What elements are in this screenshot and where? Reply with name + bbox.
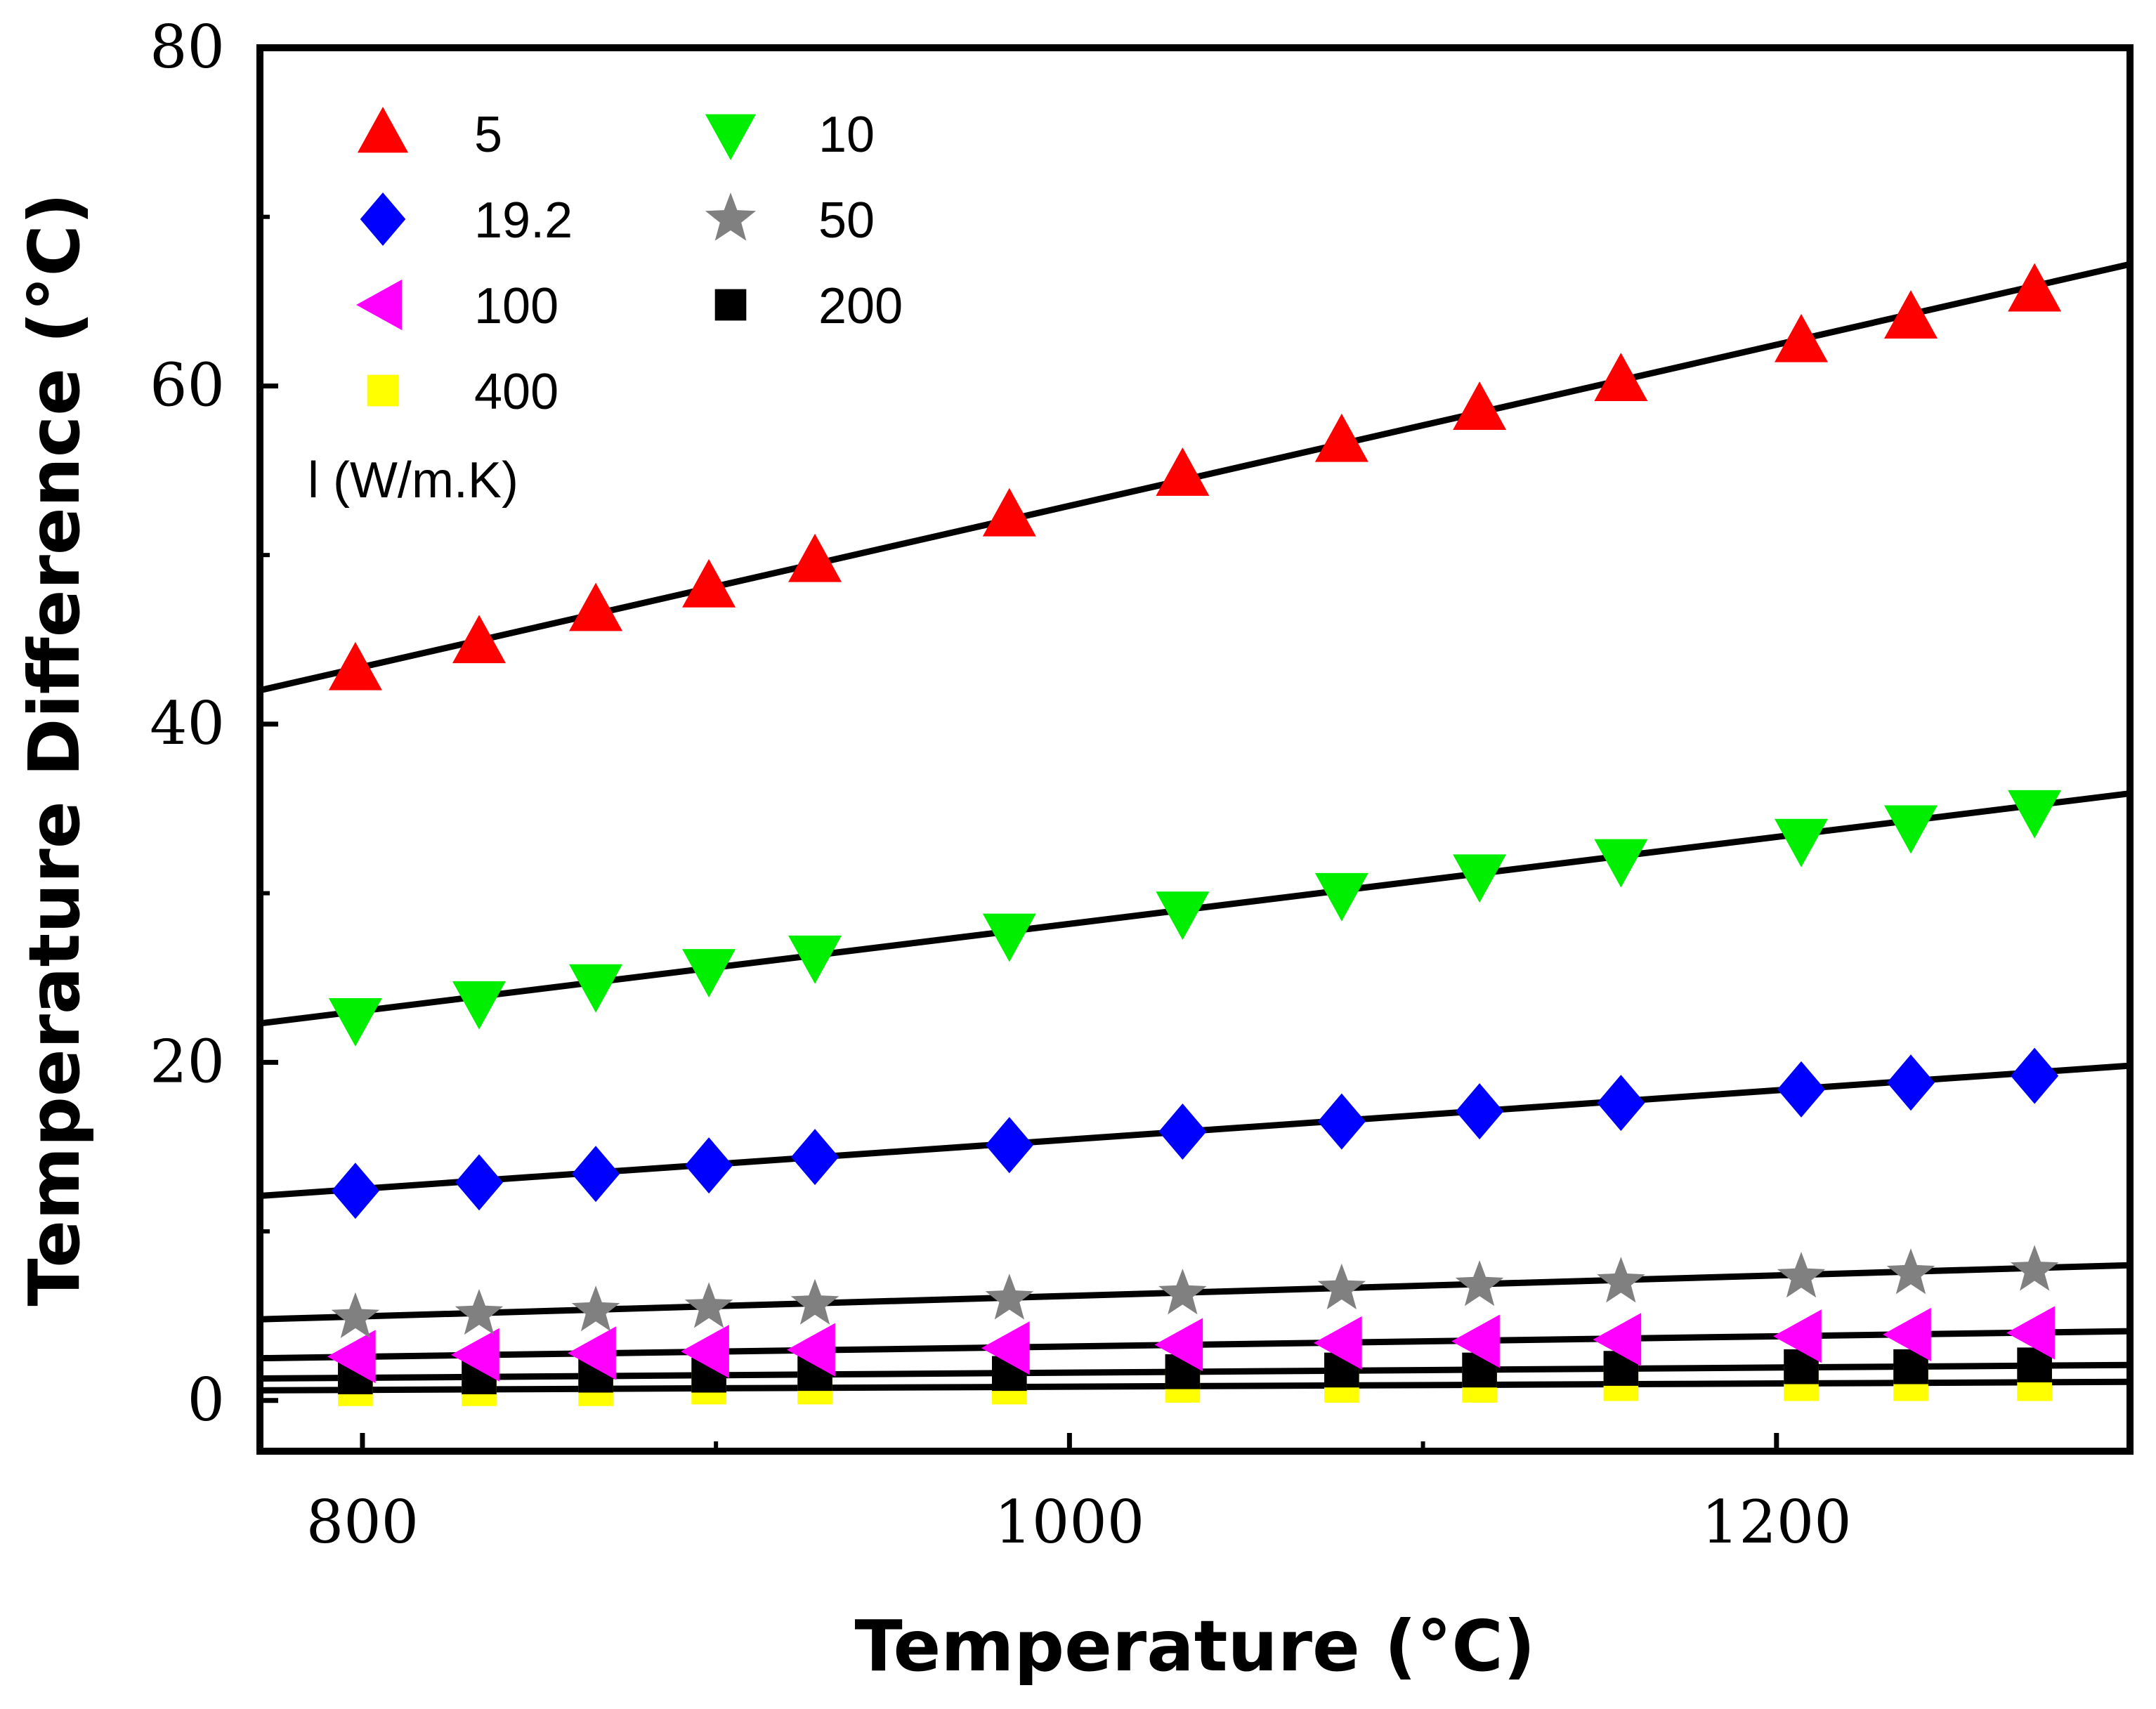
- data-point: [1156, 891, 1210, 941]
- data-point: [572, 1146, 620, 1203]
- data-point: [455, 1289, 504, 1335]
- data-point: [1773, 1309, 1822, 1363]
- data-point: [568, 1326, 616, 1380]
- data-point: [981, 1321, 1030, 1375]
- data-point: [1158, 1269, 1207, 1315]
- data-point: [1594, 353, 1648, 402]
- data-point: [1455, 1260, 1504, 1307]
- data-point: [682, 558, 736, 608]
- data-point: [1777, 1061, 1826, 1118]
- data-point: [985, 1117, 1033, 1174]
- y-axis-title: Temperature Difference (°C): [13, 192, 96, 1306]
- legend-marker: [367, 374, 399, 407]
- legend-label: 19.2: [474, 192, 573, 249]
- data-point: [452, 981, 506, 1030]
- x-tick-label: 1000: [994, 1488, 1144, 1557]
- fit-lines: [259, 261, 2131, 1394]
- data-point: [1313, 1316, 1362, 1370]
- legend-marker: [360, 192, 406, 246]
- legend-marker: [714, 289, 747, 321]
- data-point: [1775, 313, 1829, 362]
- legend-marker: [705, 114, 757, 160]
- data-point: [1597, 1257, 1645, 1303]
- data-point: [2008, 263, 2062, 312]
- data-point: [2011, 1047, 2059, 1104]
- data-point: [787, 1323, 835, 1377]
- data-point: [1597, 1075, 1645, 1132]
- data-point: [1156, 447, 1210, 496]
- data-point: [985, 1273, 1034, 1320]
- legend-label: 5: [474, 107, 502, 163]
- data-point: [1154, 1318, 1203, 1372]
- legend-label: 200: [818, 278, 903, 334]
- data-point: [455, 1154, 503, 1211]
- data-point: [2006, 1306, 2055, 1360]
- data-point: [1158, 1104, 1207, 1160]
- data-point: [571, 1285, 620, 1332]
- data-point: [1317, 1263, 1366, 1309]
- data-point: [1884, 805, 1938, 854]
- data-point: [1593, 1313, 1642, 1367]
- data-point: [1883, 1307, 1931, 1361]
- data-point: [1314, 413, 1368, 462]
- y-tick-label: 60: [150, 351, 225, 419]
- data-point: [790, 1278, 839, 1325]
- legend-label: 10: [818, 107, 875, 163]
- data-point: [1456, 1083, 1504, 1140]
- data-point: [1317, 1093, 1366, 1150]
- legend-title: l (W/m.K): [308, 452, 518, 509]
- data-point: [1775, 818, 1829, 867]
- plot-frame: [256, 44, 2134, 1455]
- data-point: [1893, 1349, 1928, 1384]
- legend-marker: [357, 107, 409, 153]
- data-point: [327, 1330, 376, 1384]
- legend: 5 10 19.2 50 100 200 400 l (W/m.K): [308, 107, 903, 509]
- x-axis-title: Temperature (°C): [855, 1605, 1536, 1687]
- x-tick-label: 800: [306, 1488, 419, 1557]
- legend-label: 50: [818, 192, 875, 249]
- data-point: [1777, 1252, 1826, 1298]
- y-tick-label: 80: [150, 13, 225, 81]
- data-point: [2008, 790, 2062, 839]
- legend-marker: [705, 192, 757, 241]
- data-point: [328, 997, 382, 1047]
- data-point: [328, 641, 382, 690]
- legend-label: 400: [474, 364, 558, 420]
- data-point: [1784, 1349, 1819, 1384]
- data-point: [681, 1324, 729, 1378]
- data-point: [684, 1282, 733, 1328]
- data-point: [982, 913, 1036, 962]
- legend-marker: [356, 279, 403, 331]
- data-point: [1453, 381, 1507, 430]
- data-point: [2010, 1245, 2059, 1291]
- x-tick-label: 1200: [1701, 1488, 1852, 1557]
- data-point: [982, 487, 1036, 537]
- data-point: [331, 1292, 380, 1338]
- data-point: [791, 1129, 839, 1186]
- data-point: [685, 1137, 733, 1194]
- data-point: [788, 935, 842, 984]
- data-point: [682, 949, 736, 997]
- data-point: [452, 615, 506, 664]
- data-markers: [327, 263, 2062, 1406]
- data-point: [1453, 854, 1507, 903]
- data-point: [569, 582, 623, 631]
- data-point: [1884, 290, 1938, 339]
- axis-ticks: [260, 45, 1779, 1451]
- data-point: [2017, 1347, 2052, 1383]
- y-tick-label: 0: [188, 1366, 225, 1434]
- legend-label: 100: [474, 278, 558, 334]
- data-point: [1314, 872, 1368, 922]
- data-point: [450, 1328, 499, 1382]
- data-point: [1887, 1054, 1935, 1111]
- data-point: [1886, 1248, 1935, 1295]
- data-point: [331, 1163, 379, 1219]
- y-tick-label: 20: [150, 1027, 225, 1096]
- data-point: [569, 964, 623, 1013]
- y-tick-label: 40: [150, 689, 225, 758]
- data-point: [1594, 839, 1648, 888]
- data-point: [1451, 1314, 1500, 1368]
- data-point: [788, 533, 842, 582]
